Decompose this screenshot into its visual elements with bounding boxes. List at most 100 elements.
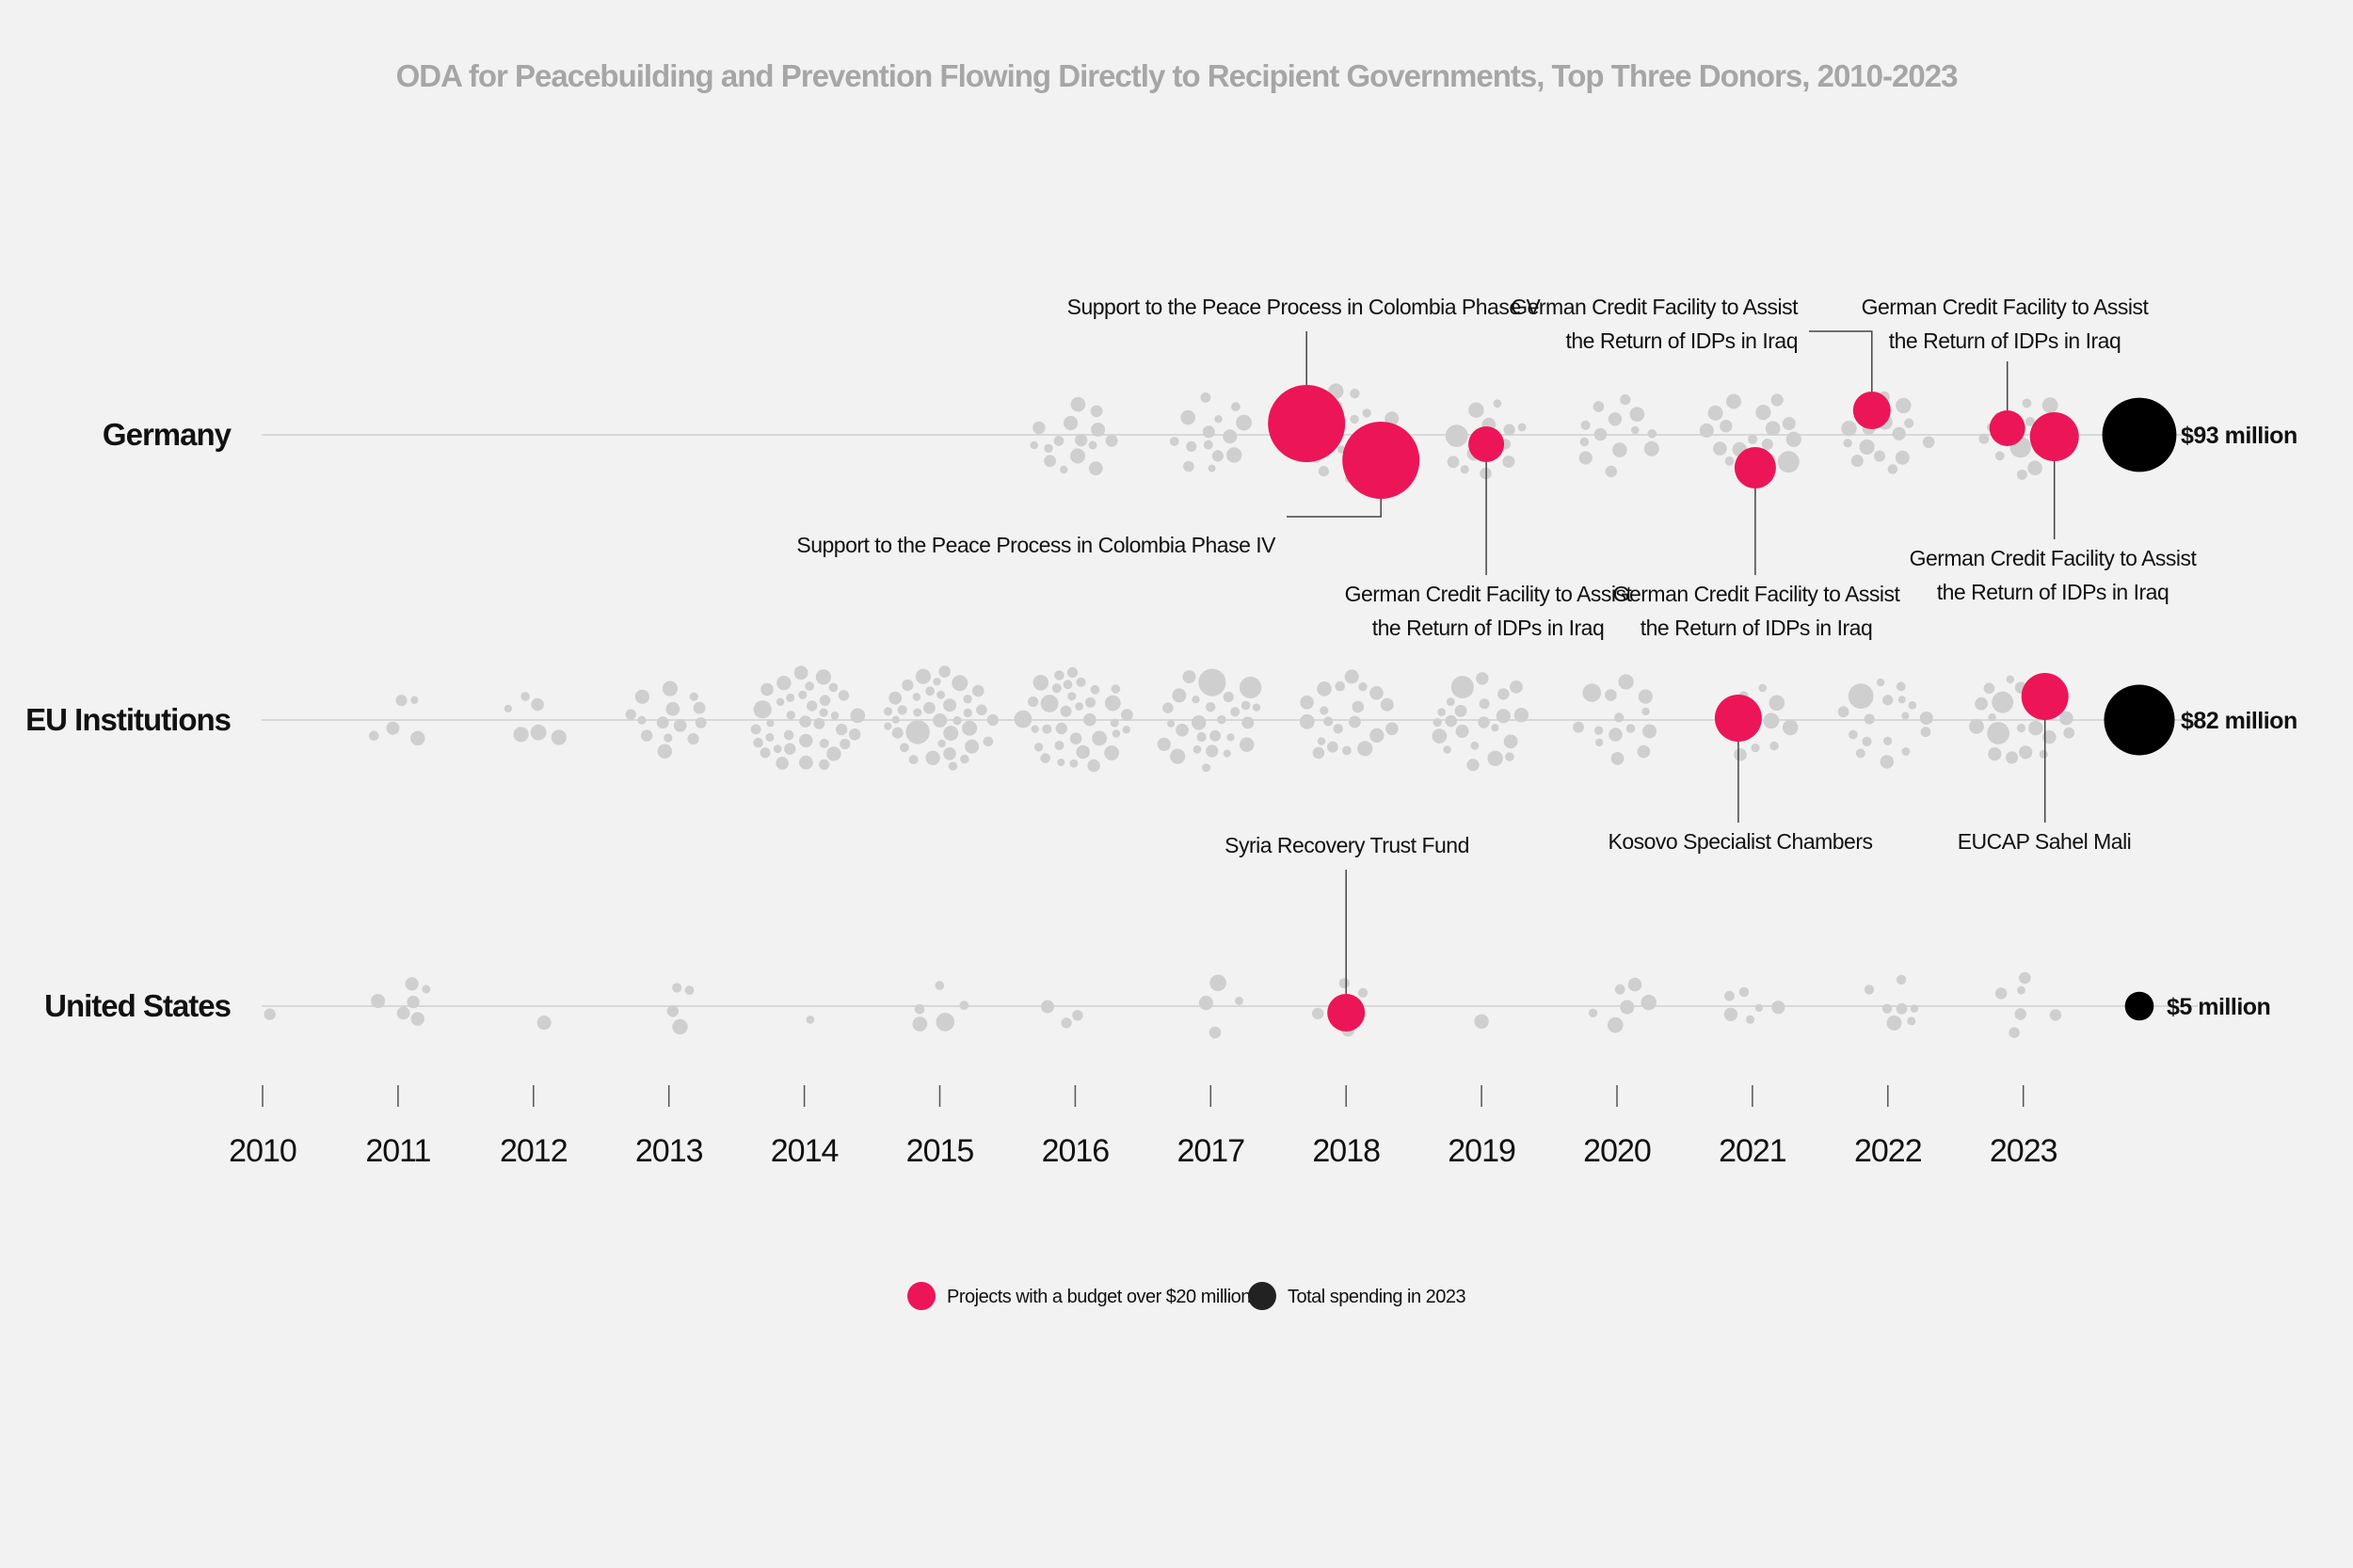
project-bubble bbox=[1070, 396, 1086, 412]
project-bubble bbox=[1312, 746, 1325, 760]
project-bubble bbox=[1864, 984, 1875, 995]
project-bubble bbox=[1092, 730, 1107, 746]
project-bubble bbox=[530, 724, 547, 741]
project-bubble bbox=[1032, 675, 1049, 691]
project-bubble bbox=[1240, 676, 1262, 699]
project-bubble bbox=[1338, 978, 1350, 989]
project-bubble bbox=[1241, 716, 1255, 729]
project-bubble bbox=[695, 717, 707, 728]
project-bubble bbox=[2005, 751, 2019, 764]
project-bubble bbox=[1121, 709, 1133, 721]
project-bubble bbox=[1476, 672, 1489, 685]
project-bubble bbox=[784, 743, 796, 755]
project-bubble bbox=[2039, 749, 2048, 760]
project-bubble bbox=[1881, 1003, 1893, 1015]
project-bubble bbox=[2017, 985, 2025, 995]
project-bubble bbox=[1919, 712, 1933, 725]
project-bubble bbox=[1864, 713, 1875, 725]
project-bubble bbox=[395, 695, 408, 707]
x-tick-label: 2023 bbox=[1990, 1133, 2057, 1169]
x-tick-label: 2012 bbox=[500, 1133, 568, 1169]
project-bubble bbox=[908, 755, 919, 765]
project-bubble bbox=[410, 1012, 424, 1026]
donor-row-eu-institutions: EU Institutions Kosovo Specialist Chamber… bbox=[25, 665, 2297, 854]
project-bubble bbox=[836, 723, 848, 736]
project-bubble bbox=[1748, 434, 1758, 444]
project-bubble bbox=[1609, 728, 1623, 742]
project-bubble bbox=[662, 680, 679, 696]
large-project-bubble bbox=[1342, 422, 1420, 499]
project-bubble bbox=[513, 727, 529, 743]
project-bubble bbox=[1433, 718, 1442, 728]
project-bubble bbox=[965, 739, 980, 754]
project-bubble bbox=[1517, 423, 1527, 432]
project-bubble bbox=[753, 737, 763, 748]
project-bubble bbox=[1883, 736, 1893, 745]
project-bubble bbox=[897, 705, 907, 715]
project-annotation: German Credit Facility to Assist the Retu… bbox=[1862, 295, 2150, 353]
project-bubble bbox=[1226, 733, 1235, 742]
project-bubble bbox=[1299, 713, 1315, 729]
project-bubble bbox=[1479, 698, 1490, 710]
project-bubble bbox=[693, 701, 706, 714]
project-bubble bbox=[687, 732, 699, 745]
project-bubble bbox=[1614, 984, 1625, 995]
project-bubble bbox=[1988, 747, 2002, 761]
project-bubble bbox=[536, 1016, 552, 1031]
project-bubble bbox=[1880, 755, 1895, 769]
large-project-bubble bbox=[1714, 695, 1762, 742]
project-bubble bbox=[1771, 1000, 1785, 1015]
project-bubble bbox=[1230, 707, 1241, 717]
project-bubble bbox=[840, 738, 851, 750]
project-bubble bbox=[666, 1005, 679, 1017]
project-bubble bbox=[1994, 987, 2008, 1000]
project-bubble bbox=[1897, 696, 1906, 704]
project-bubble bbox=[1064, 415, 1079, 431]
project-bubble bbox=[850, 708, 866, 724]
project-bubble bbox=[1855, 748, 1865, 759]
project-bubble bbox=[915, 668, 932, 684]
project-bubble bbox=[943, 747, 956, 760]
project-bubble bbox=[1907, 1016, 1916, 1026]
donor-label: EU Institutions bbox=[25, 702, 231, 737]
project-bubble bbox=[1625, 724, 1636, 733]
project-bubble bbox=[396, 1006, 410, 1020]
project-bubble bbox=[1447, 456, 1460, 469]
project-bubble bbox=[943, 698, 957, 712]
project-bubble bbox=[1969, 719, 1984, 734]
project-bubble bbox=[664, 733, 673, 743]
project-bubble bbox=[948, 761, 958, 771]
project-bubble bbox=[1183, 460, 1194, 472]
project-bubble bbox=[1582, 683, 1602, 702]
project-bubble bbox=[786, 693, 795, 702]
project-bubble bbox=[1042, 724, 1052, 734]
legend-swatch-large-project bbox=[907, 1282, 936, 1310]
project-bubble bbox=[2063, 727, 2075, 739]
project-bubble bbox=[1785, 431, 1801, 447]
project-bubble bbox=[1223, 691, 1234, 703]
project-bubble bbox=[1983, 682, 1995, 695]
project-bubble bbox=[1157, 737, 1171, 751]
project-bubble bbox=[1608, 1016, 1624, 1033]
project-bubble bbox=[1782, 417, 1796, 431]
project-bubble bbox=[1699, 423, 1714, 438]
project-bubble bbox=[1072, 1010, 1083, 1021]
total-2023-bubble bbox=[2104, 684, 2175, 756]
project-annotation: EUCAP Sahel Mali bbox=[1958, 829, 2132, 854]
project-bubble bbox=[1843, 439, 1852, 448]
project-bubble bbox=[888, 691, 903, 705]
project-bubble bbox=[1502, 456, 1515, 468]
project-bubble bbox=[913, 708, 922, 717]
project-bubble bbox=[1208, 464, 1216, 472]
project-bubble bbox=[884, 722, 892, 730]
project-bubble bbox=[799, 755, 813, 770]
large-project-bubble bbox=[1989, 410, 2025, 446]
project-bubble bbox=[848, 728, 861, 741]
project-bubble bbox=[923, 701, 936, 714]
project-bubble bbox=[2058, 711, 2073, 726]
project-bubble bbox=[1876, 678, 1885, 687]
project-bubble bbox=[826, 746, 841, 761]
project-bubble bbox=[1455, 725, 1469, 738]
project-bubble bbox=[813, 717, 825, 729]
